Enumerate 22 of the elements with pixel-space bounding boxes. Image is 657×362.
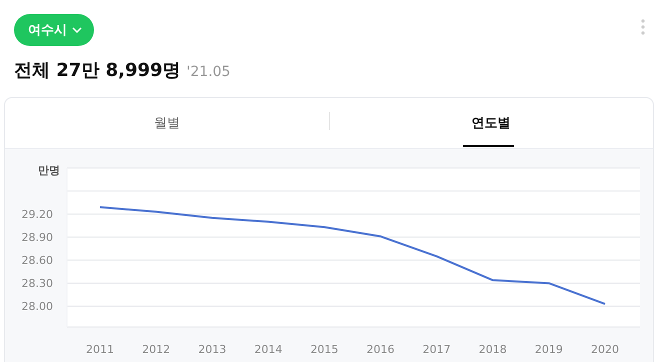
x-tick-label: 2017 — [422, 342, 451, 356]
chart-title: 전체 27만 8,999명 — [14, 59, 181, 82]
y-tick-label: 28.60 — [22, 254, 53, 268]
x-tick-label: 2015 — [310, 342, 338, 356]
x-tick-label: 2020 — [591, 342, 619, 356]
x-tick-label: 2011 — [86, 342, 114, 356]
y-axis-title: 만명 — [37, 163, 60, 178]
x-tick-label: 2019 — [534, 342, 563, 356]
y-tick-label: 28.00 — [22, 300, 53, 314]
x-tick-label: 2013 — [198, 342, 226, 356]
y-tick-label: 29.20 — [22, 208, 53, 221]
x-tick-label: 2012 — [142, 342, 170, 356]
x-tick-label: 2016 — [366, 342, 395, 356]
y-tick-label: 28.90 — [22, 231, 53, 244]
text: 연도별 — [470, 115, 512, 132]
text: 여수시 — [28, 22, 67, 39]
text: 월별 — [153, 115, 181, 132]
y-tick-label: 28.30 — [22, 277, 53, 290]
x-tick-label: 2014 — [254, 342, 282, 356]
line-series — [99, 206, 606, 305]
chart-subtitle: '21.05 — [186, 64, 230, 80]
x-tick-label: 2018 — [478, 342, 507, 356]
